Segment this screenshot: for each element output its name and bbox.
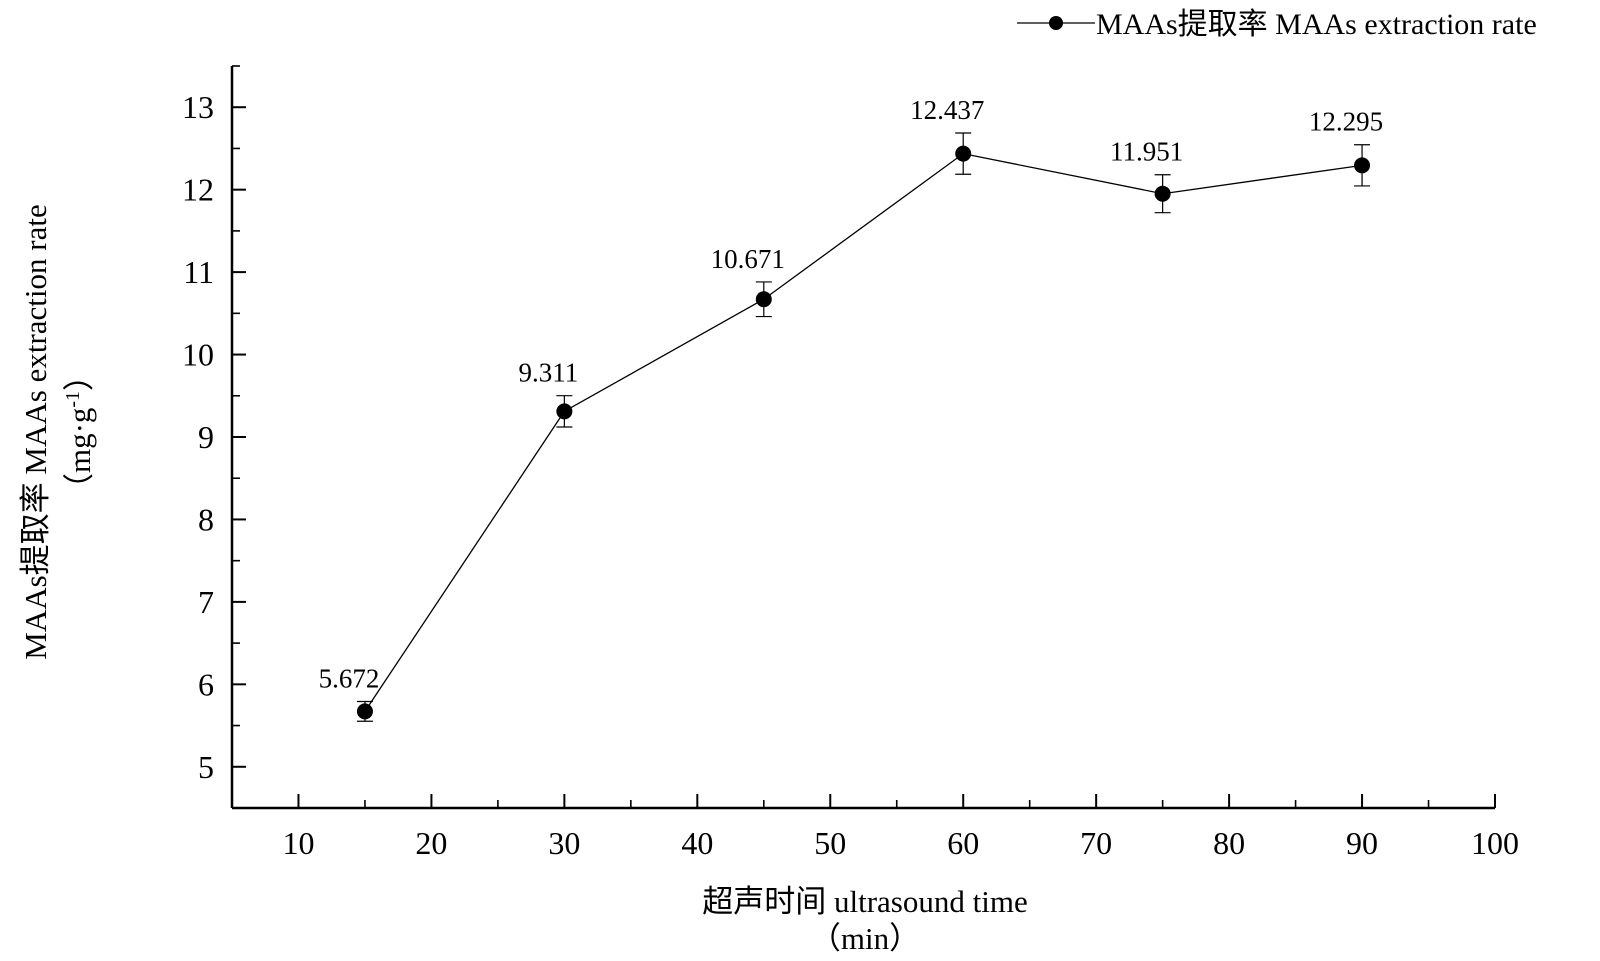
data-label: 11.951 <box>1110 137 1183 167</box>
y-axis-unit-open: （mg·g <box>62 408 97 504</box>
x-tick-label: 40 <box>681 825 713 861</box>
x-tick-label: 80 <box>1213 825 1245 861</box>
x-tick-label: 70 <box>1080 825 1112 861</box>
legend-marker <box>1049 16 1063 30</box>
legend: MAAs提取率 MAAs extraction rate <box>1017 8 1537 41</box>
data-point <box>556 403 573 420</box>
data-label: 12.295 <box>1309 107 1383 137</box>
axes <box>230 66 1495 810</box>
x-axis-title: 超声时间 ultrasound time <box>702 884 1027 919</box>
y-axis-ticks: 5 6 7 8 9 10 11 12 13 <box>182 65 246 809</box>
y-tick-label: 12 <box>182 172 214 208</box>
legend-label: MAAs提取率 MAAs extraction rate <box>1096 8 1537 41</box>
x-tick-label: 50 <box>814 825 846 861</box>
y-tick-label: 9 <box>198 419 214 455</box>
series-group: 5.672 9.311 10.671 12.437 11.951 12.295 <box>319 95 1383 722</box>
y-tick-label: 13 <box>182 89 214 125</box>
x-axis-unit: （min） <box>810 921 920 956</box>
x-tick-label: 90 <box>1346 825 1378 861</box>
y-axis-unit: （mg·g-1） <box>62 360 97 504</box>
data-label: 9.311 <box>518 358 578 388</box>
y-tick-label: 10 <box>182 337 214 373</box>
x-tick-label: 60 <box>947 825 979 861</box>
y-tick-label: 11 <box>183 254 214 290</box>
y-axis-title: MAAs提取率 MAAs extraction rate <box>18 204 53 659</box>
data-label: 10.671 <box>711 244 785 274</box>
data-point <box>356 703 373 720</box>
x-tick-label: 20 <box>415 825 447 861</box>
data-point <box>955 145 972 162</box>
x-tick-label: 30 <box>548 825 580 861</box>
y-tick-label: 5 <box>198 749 214 785</box>
x-tick-label: 10 <box>282 825 314 861</box>
series-line <box>364 152 1363 712</box>
y-tick-label: 7 <box>198 584 214 620</box>
data-label: 12.437 <box>910 95 984 125</box>
x-axis-ticks: 10 20 30 40 50 60 70 80 90 100 <box>231 794 1519 861</box>
y-axis-unit-sup: -1 <box>62 391 84 408</box>
x-tick-label: 100 <box>1471 825 1519 861</box>
y-axis-unit-close: ） <box>62 360 97 391</box>
y-tick-label: 8 <box>198 501 214 537</box>
data-point <box>755 291 772 308</box>
y-tick-label: 6 <box>198 666 214 702</box>
data-label: 5.672 <box>319 663 380 693</box>
data-point <box>1154 185 1171 202</box>
data-point <box>1354 157 1371 174</box>
